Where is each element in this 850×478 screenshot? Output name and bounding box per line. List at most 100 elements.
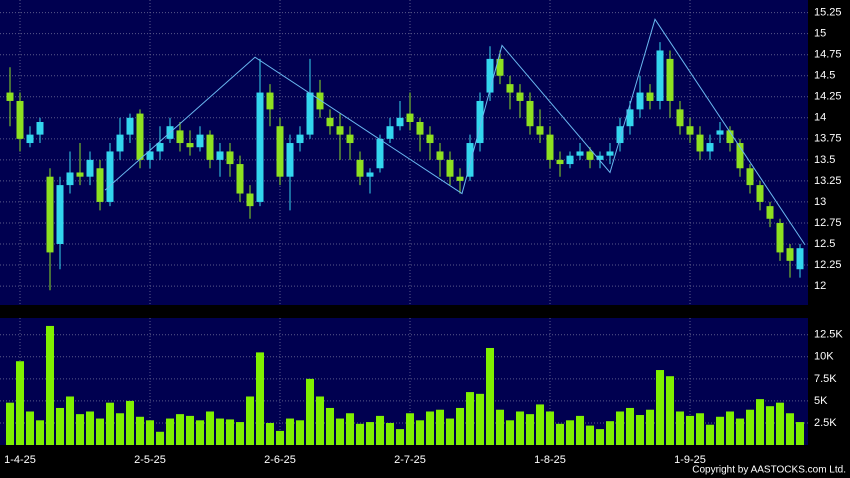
y-tick-label: 15.25: [814, 7, 842, 19]
candle-body: [326, 117, 334, 127]
volume-bar: [336, 418, 344, 445]
candle-body: [706, 143, 714, 152]
x-tick-label: 1-9-25: [674, 454, 706, 466]
candle-body: [686, 126, 694, 135]
volume-bar: [376, 415, 384, 445]
candle-body: [546, 134, 554, 160]
candle-body: [736, 143, 744, 169]
candle-body: [626, 109, 634, 127]
candle-body: [386, 126, 394, 139]
zigzag-line: [104, 18, 806, 246]
candle-body: [476, 100, 484, 144]
candle-body: [16, 100, 24, 139]
volume-bar: [506, 420, 514, 445]
candle-body: [276, 126, 284, 177]
volume-tick-label: 7.5K: [814, 373, 837, 385]
candle-body: [446, 159, 454, 177]
volume-bar: [256, 352, 264, 445]
y-tick-label: 13.75: [814, 133, 842, 145]
candle-body: [566, 155, 574, 165]
candle-body: [796, 248, 804, 270]
volume-bar: [416, 420, 424, 445]
volume-tick-label: 12.5K: [814, 329, 843, 341]
candle-body: [526, 100, 534, 127]
candle-body: [146, 151, 154, 160]
candle-body: [406, 113, 414, 122]
volume-bar: [736, 418, 744, 445]
candle-body: [296, 134, 304, 144]
volume-bar: [466, 392, 474, 445]
y-tick-label: 13: [814, 196, 826, 208]
volume-bar: [206, 411, 214, 445]
y-tick-label: 14.25: [814, 91, 842, 103]
volume-bar: [776, 402, 784, 445]
volume-bar: [226, 419, 234, 445]
volume-bar: [276, 430, 284, 445]
candle-body: [186, 143, 194, 148]
y-tick-label: 12.75: [814, 217, 842, 229]
volume-bar: [216, 418, 224, 445]
candle-body: [56, 185, 64, 244]
candle-body: [506, 84, 514, 93]
candle-body: [456, 176, 464, 181]
candle-body: [766, 206, 774, 219]
copyright: Copyright by AASTOCKS.com Ltd.: [692, 465, 846, 476]
candle-body: [66, 172, 74, 186]
volume-bar: [636, 415, 644, 445]
candle-body: [596, 155, 604, 160]
candle-body: [616, 126, 624, 144]
volume-tick-label: 10K: [814, 351, 834, 363]
volume-bar: [106, 402, 114, 445]
volume-bar: [486, 347, 494, 445]
volume-bar: [746, 409, 754, 445]
volume-bar: [526, 414, 534, 445]
volume-bar: [146, 420, 154, 445]
volume-bar: [196, 420, 204, 445]
candle-body: [306, 92, 314, 135]
volume-bar: [76, 414, 84, 445]
y-tick-label: 13.5: [814, 154, 835, 166]
candle-body: [46, 176, 54, 253]
candle-body: [586, 151, 594, 160]
candle-body: [236, 164, 244, 194]
volume-bar: [346, 413, 354, 445]
volume-bar: [366, 422, 374, 445]
volume-bar: [456, 407, 464, 445]
y-tick-label: 14.75: [814, 49, 842, 61]
volume-bar: [296, 420, 304, 445]
y-tick-label: 14: [814, 112, 826, 124]
y-tick-label: 12.5: [814, 238, 835, 250]
volume-bar: [246, 396, 254, 445]
candle-body: [86, 159, 94, 177]
volume-bar: [356, 423, 364, 445]
candle-body: [416, 122, 424, 135]
candle-body: [756, 185, 764, 202]
price-panel: [0, 0, 808, 305]
candle-body: [126, 117, 134, 135]
volume-bar: [66, 396, 74, 445]
candle-body: [716, 130, 724, 135]
candle-body: [396, 117, 404, 127]
candle-body: [496, 58, 504, 76]
candle-body: [156, 143, 164, 152]
volume-bar: [576, 415, 584, 445]
volume-bar: [716, 416, 724, 445]
x-tick-label: 1-8-25: [534, 454, 566, 466]
candle-body: [246, 193, 254, 207]
volume-bar: [786, 413, 794, 445]
volume-bar: [426, 411, 434, 445]
candle-body: [666, 58, 674, 101]
volume-bar: [286, 418, 294, 445]
volume-bar: [116, 413, 124, 445]
volume-bar: [46, 325, 54, 445]
candle-body: [6, 92, 14, 101]
volume-bar: [26, 411, 34, 445]
candle-body: [336, 126, 344, 135]
volume-bar: [156, 431, 164, 445]
candle-body: [776, 222, 784, 253]
volume-bar: [656, 370, 664, 445]
volume-bar: [326, 407, 334, 445]
candle-body: [576, 151, 584, 156]
x-tick-label: 2-7-25: [394, 454, 426, 466]
volume-bar: [186, 415, 194, 445]
